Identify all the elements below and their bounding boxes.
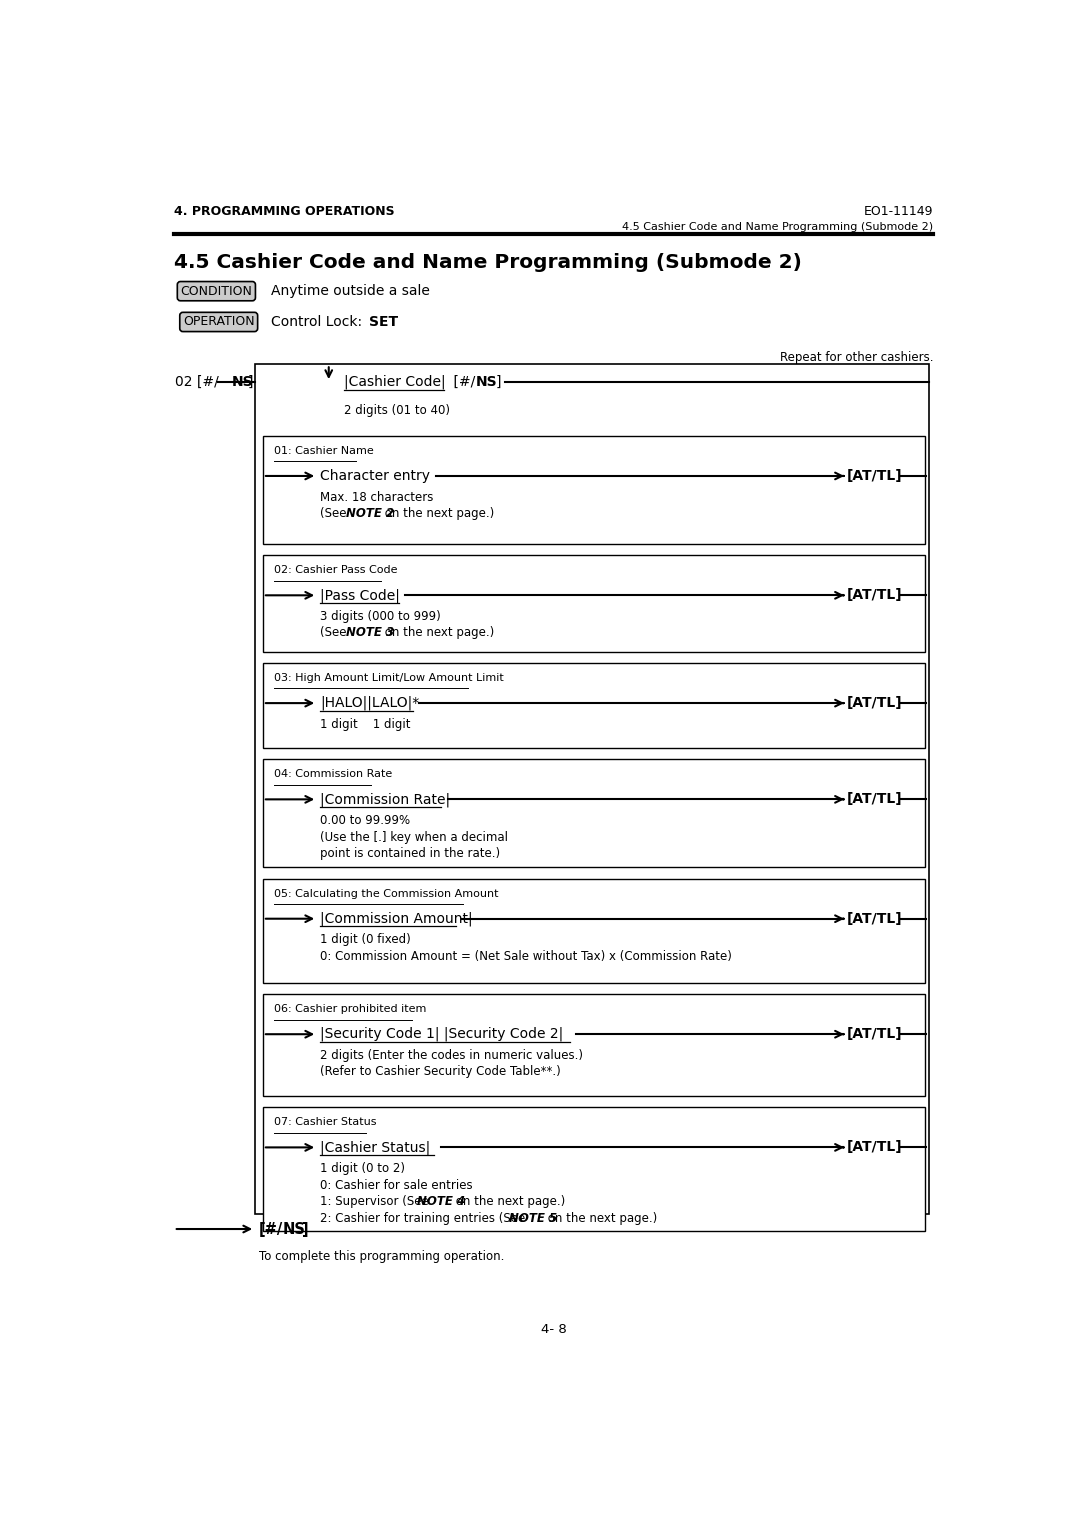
Text: |Commission Amount|: |Commission Amount|	[321, 912, 473, 926]
Text: on the next page.): on the next page.)	[544, 1212, 658, 1225]
Text: 05: Calculating the Commission Amount: 05: Calculating the Commission Amount	[273, 889, 498, 898]
Text: To complete this programming operation.: To complete this programming operation.	[259, 1250, 504, 1262]
Text: 04: Commission Rate: 04: Commission Rate	[273, 769, 392, 779]
Text: NOTE 3: NOTE 3	[346, 626, 394, 640]
Text: point is contained in the rate.): point is contained in the rate.)	[321, 847, 500, 860]
Text: |Cashier Code|: |Cashier Code|	[345, 374, 446, 390]
Text: |Security Code 1| |Security Code 2|: |Security Code 1| |Security Code 2|	[321, 1027, 564, 1042]
Text: [AT/TL]: [AT/TL]	[847, 1027, 903, 1041]
Text: Character entry: Character entry	[321, 469, 430, 483]
Text: on the next page.): on the next page.)	[380, 507, 494, 520]
Text: Control Lock:: Control Lock:	[271, 315, 366, 329]
Text: 0: Cashier for sale entries: 0: Cashier for sale entries	[321, 1178, 473, 1192]
Bar	[262, 1108, 926, 1230]
Text: on the next page.): on the next page.)	[453, 1195, 566, 1209]
Text: 4.5 Cashier Code and Name Programming (Submode 2): 4.5 Cashier Code and Name Programming (S…	[174, 252, 801, 272]
Text: ]: ]	[247, 374, 253, 390]
Text: |HALO||LALO|*: |HALO||LALO|*	[321, 695, 419, 711]
Bar	[262, 555, 926, 651]
Text: NOTE 2: NOTE 2	[346, 507, 394, 520]
Text: on the next page.): on the next page.)	[380, 626, 494, 640]
Text: NOTE 4: NOTE 4	[417, 1195, 465, 1209]
Text: Anytime outside a sale: Anytime outside a sale	[271, 284, 430, 298]
Text: OPERATION: OPERATION	[183, 315, 255, 329]
Text: 1 digit (0 to 2): 1 digit (0 to 2)	[321, 1161, 405, 1175]
Text: (Use the [.] key when a decimal: (Use the [.] key when a decimal	[321, 831, 509, 843]
Text: 2: Cashier for training entries (See: 2: Cashier for training entries (See	[321, 1212, 529, 1225]
Bar	[262, 879, 926, 983]
Text: 02 [#/: 02 [#/	[175, 374, 219, 390]
Text: (Refer to Cashier Security Code Table**.): (Refer to Cashier Security Code Table**.…	[321, 1065, 568, 1079]
Text: NS: NS	[476, 374, 498, 390]
Text: 07: Cashier Status: 07: Cashier Status	[273, 1117, 376, 1128]
Text: 4. PROGRAMMING OPERATIONS: 4. PROGRAMMING OPERATIONS	[174, 205, 394, 219]
Text: ]: ]	[302, 1221, 309, 1236]
Text: 1 digit (0 fixed): 1 digit (0 fixed)	[321, 934, 411, 946]
Text: 4.5 Cashier Code and Name Programming (Submode 2): 4.5 Cashier Code and Name Programming (S…	[622, 222, 933, 232]
Bar	[262, 663, 926, 747]
Text: 03: High Amount Limit/Low Amount Limit: 03: High Amount Limit/Low Amount Limit	[273, 672, 503, 683]
Bar	[255, 364, 930, 1213]
Text: NOTE 5: NOTE 5	[510, 1212, 557, 1225]
Text: NS: NS	[232, 374, 254, 390]
Text: [#/: [#/	[448, 374, 475, 390]
Text: (See: (See	[321, 626, 351, 640]
Text: 0.00 to 99.99%: 0.00 to 99.99%	[321, 814, 410, 827]
Text: [AT/TL]: [AT/TL]	[847, 793, 903, 807]
Text: 3 digits (000 to 999): 3 digits (000 to 999)	[321, 610, 441, 623]
Text: SET: SET	[369, 315, 399, 329]
Text: 01: Cashier Name: 01: Cashier Name	[273, 446, 374, 455]
Text: 0: Commission Amount = (Net Sale without Tax) x (Commission Rate): 0: Commission Amount = (Net Sale without…	[321, 950, 732, 963]
Text: 02: Cashier Pass Code: 02: Cashier Pass Code	[273, 565, 397, 575]
Text: (See: (See	[321, 507, 351, 520]
Text: 2 digits (Enter the codes in numeric values.): 2 digits (Enter the codes in numeric val…	[321, 1048, 583, 1062]
Text: |Cashier Status|: |Cashier Status|	[321, 1140, 431, 1155]
Text: 1 digit    1 digit: 1 digit 1 digit	[321, 718, 410, 730]
Text: CONDITION: CONDITION	[180, 284, 253, 298]
Text: [AT/TL]: [AT/TL]	[847, 912, 903, 926]
Text: |Commission Rate|: |Commission Rate|	[321, 792, 450, 807]
Text: EO1-11149: EO1-11149	[864, 205, 933, 219]
Text: NS: NS	[282, 1221, 306, 1236]
Bar	[262, 995, 926, 1096]
Bar	[262, 759, 926, 866]
Text: 1: Supervisor (See: 1: Supervisor (See	[321, 1195, 433, 1209]
Text: ]: ]	[496, 374, 501, 390]
Text: |Pass Code|: |Pass Code|	[321, 588, 400, 602]
Text: Repeat for other cashiers.: Repeat for other cashiers.	[780, 351, 933, 364]
Text: [AT/TL]: [AT/TL]	[847, 697, 903, 711]
Text: 4- 8: 4- 8	[541, 1323, 566, 1335]
Bar	[262, 435, 926, 544]
Text: [AT/TL]: [AT/TL]	[847, 1140, 903, 1154]
Text: Max. 18 characters: Max. 18 characters	[321, 490, 433, 504]
Text: 06: Cashier prohibited item: 06: Cashier prohibited item	[273, 1004, 427, 1015]
Text: [AT/TL]: [AT/TL]	[847, 588, 903, 602]
Text: [#/: [#/	[259, 1221, 283, 1236]
Text: [AT/TL]: [AT/TL]	[847, 469, 903, 483]
Text: 2 digits (01 to 40): 2 digits (01 to 40)	[345, 403, 450, 417]
